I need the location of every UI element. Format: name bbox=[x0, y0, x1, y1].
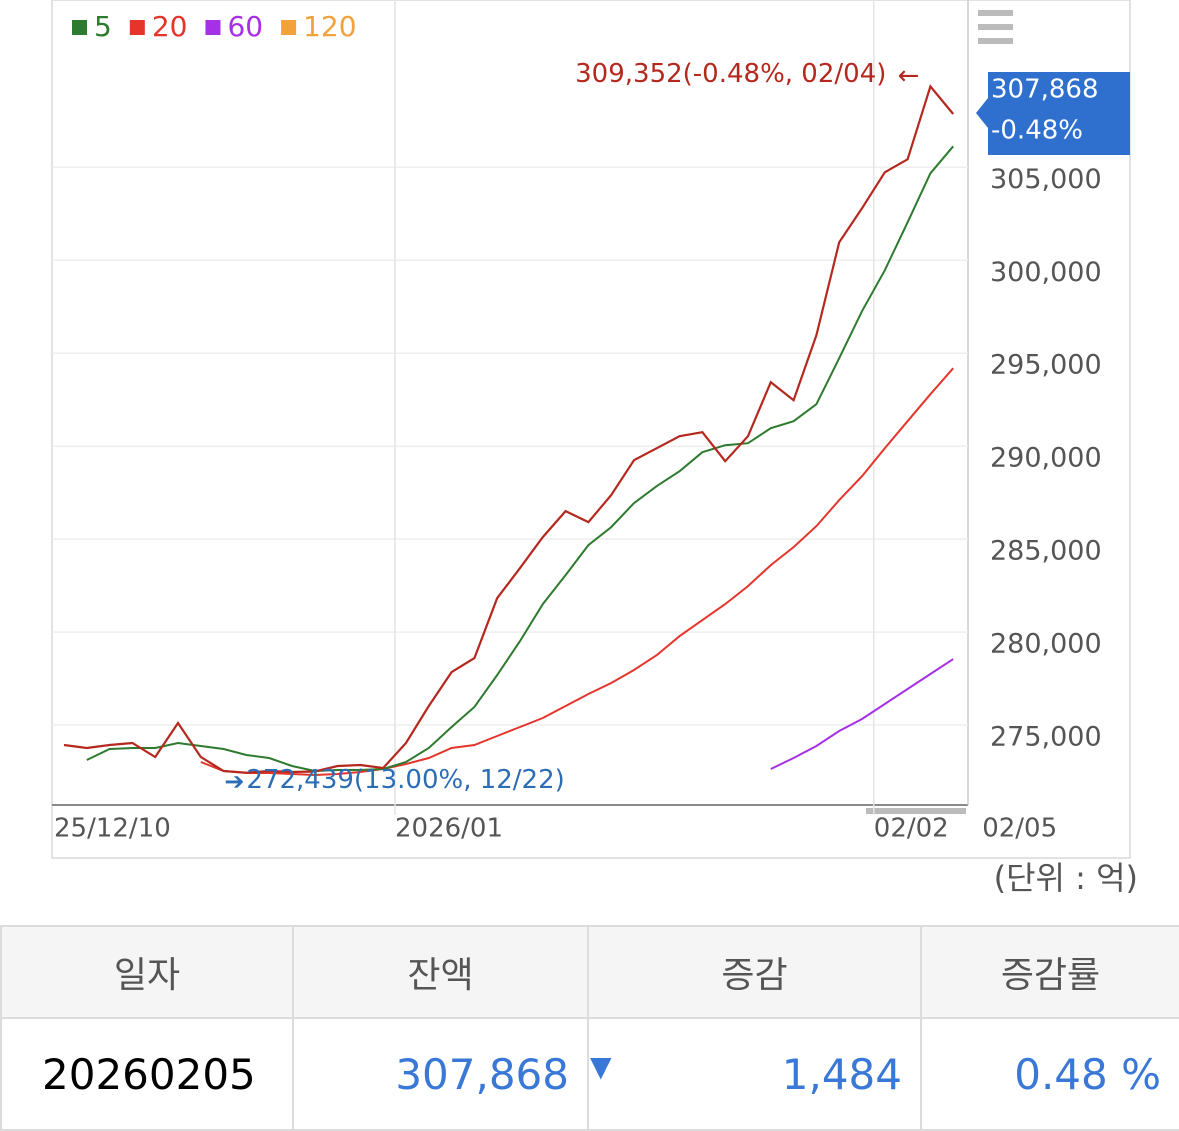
data-table: 일자 잔액 증감 증감률 20260205 307,868 ▼ 1,484 0.4… bbox=[0, 925, 1179, 1131]
legend-label: 120 bbox=[303, 10, 356, 43]
balance-cell: 307,868 bbox=[292, 1017, 589, 1131]
series-line bbox=[63, 84, 955, 774]
min-arrow: ➔ bbox=[224, 768, 244, 796]
y-tick-label: 275,000 bbox=[990, 722, 1102, 753]
y-tick-label: 285,000 bbox=[990, 536, 1102, 567]
change-cell: ▼ 1,484 bbox=[587, 1017, 922, 1131]
legend-swatch bbox=[72, 20, 87, 35]
header-cell: 일자 bbox=[0, 925, 294, 1019]
callout-change: -0.48% bbox=[991, 116, 1083, 146]
x-tick-label: 25/12/10 bbox=[54, 814, 171, 844]
min-annotation: 272,439(13.00%, 12/22) bbox=[246, 765, 564, 795]
legend-swatch bbox=[281, 20, 297, 35]
scroll-bar[interactable] bbox=[866, 808, 966, 814]
legend-swatch bbox=[205, 20, 221, 35]
x-tick-label: 02/05 bbox=[982, 814, 1057, 844]
y-tick-label: 300,000 bbox=[990, 257, 1102, 288]
menu-icon[interactable] bbox=[978, 10, 1013, 44]
x-tick-label: 02/02 bbox=[874, 814, 949, 844]
change-value: 1,484 bbox=[781, 1049, 902, 1099]
legend-label: 20 bbox=[152, 10, 188, 43]
date-cell: 20260205 bbox=[0, 1017, 294, 1131]
y-tick-label: 280,000 bbox=[990, 629, 1102, 660]
header-cell: 증감 bbox=[587, 925, 922, 1019]
legend-label: 60 bbox=[227, 10, 263, 43]
legend-swatch bbox=[129, 20, 145, 35]
chart: 307,868 -0.48% (단위 : 억) 275,000 280,000 28… bbox=[51, 0, 1138, 897]
y-tick-label: 290,000 bbox=[990, 443, 1102, 474]
chart-frame bbox=[51, 0, 1131, 859]
y-tick-label: 305,000 bbox=[990, 164, 1102, 195]
callout-box bbox=[976, 72, 1130, 155]
x-tick-label: 2026/01 bbox=[395, 814, 503, 844]
plot: 275,000 280,000 285,000 290,000 295,000 300,0… bbox=[52, 0, 1102, 844]
down-icon: ▼ bbox=[590, 1049, 612, 1083]
callout-value: 307,868 bbox=[991, 75, 1099, 105]
header-cell: 잔액 bbox=[292, 925, 589, 1019]
series-line bbox=[200, 367, 954, 777]
max-annotation: 309,352(-0.48%, 02/04) bbox=[575, 59, 886, 89]
series-line bbox=[770, 658, 954, 770]
unit-label: (단위 : 억) bbox=[994, 859, 1138, 897]
header-cell: 증감률 bbox=[920, 925, 1179, 1019]
y-tick-label: 295,000 bbox=[990, 350, 1102, 381]
legend-label: 5 bbox=[94, 10, 112, 43]
series-line bbox=[86, 145, 954, 773]
rate-cell: 0.48 % bbox=[920, 1017, 1179, 1131]
max-arrow: ← bbox=[898, 61, 920, 91]
